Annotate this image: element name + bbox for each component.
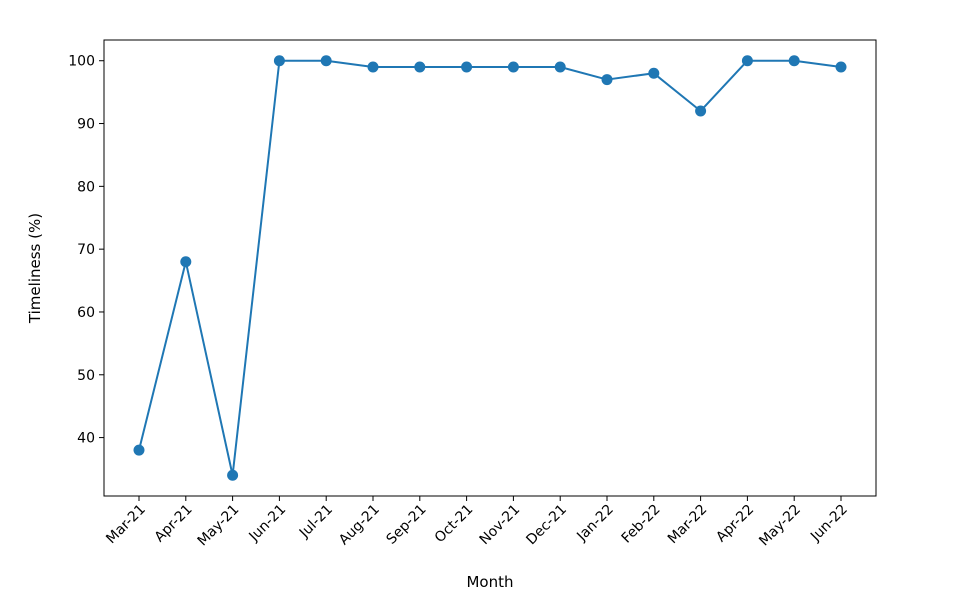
- x-tick-label: Jan-22: [573, 502, 616, 545]
- x-tick-label: Nov-21: [477, 502, 524, 549]
- x-axis-ticks: Mar-21 Apr-21 May-21 Jun-21 Jul-21 Aug-21 Sep-…: [103, 496, 851, 549]
- data-point: [648, 67, 660, 79]
- series-layer: [133, 55, 847, 481]
- y-tick-label: 70: [77, 242, 95, 258]
- x-tick-label: Feb-22: [619, 502, 664, 547]
- y-tick-label: 100: [68, 54, 95, 70]
- y-tick-label: 60: [77, 305, 95, 321]
- data-point: [507, 61, 519, 73]
- x-tick-label: Jun-22: [807, 502, 851, 546]
- x-tick-label: Jul-21: [296, 502, 336, 542]
- y-axis-label: Timeliness (%): [26, 213, 44, 324]
- data-point: [227, 469, 239, 481]
- x-tick-label: Aug-21: [336, 502, 383, 549]
- x-tick-label: May-22: [756, 502, 804, 550]
- data-point: [414, 61, 426, 73]
- x-tick-label: Sep-21: [383, 502, 429, 548]
- y-tick-label: 50: [77, 368, 95, 384]
- x-tick-label: Oct-21: [432, 502, 477, 547]
- x-tick-label: Dec-21: [523, 502, 570, 549]
- data-point: [133, 444, 145, 456]
- y-tick-label: 40: [77, 431, 95, 447]
- x-tick-label: Apr-22: [713, 502, 757, 546]
- x-tick-label: Apr-21: [152, 502, 196, 546]
- data-point: [788, 55, 800, 67]
- data-point: [367, 61, 379, 73]
- data-point: [273, 55, 285, 67]
- data-point: [180, 256, 192, 268]
- data-point: [320, 55, 332, 67]
- data-point: [601, 74, 613, 86]
- y-tick-label: 80: [77, 179, 95, 195]
- series-line: [138, 59, 842, 477]
- data-point: [695, 105, 707, 117]
- x-tick-label: Mar-22: [665, 502, 711, 548]
- x-tick-label: May-21: [195, 502, 243, 550]
- data-point: [741, 55, 753, 67]
- data-point: [461, 61, 473, 73]
- data-point: [835, 61, 847, 73]
- x-axis-label: Month: [466, 573, 513, 591]
- y-axis-ticks: 40 50 60 70 80 90 100: [68, 54, 104, 447]
- data-point: [554, 61, 566, 73]
- plot-frame: [103, 39, 877, 497]
- x-tick-label: Mar-21: [103, 502, 149, 548]
- y-tick-label: 90: [77, 117, 95, 133]
- x-tick-label: Jun-21: [246, 502, 290, 546]
